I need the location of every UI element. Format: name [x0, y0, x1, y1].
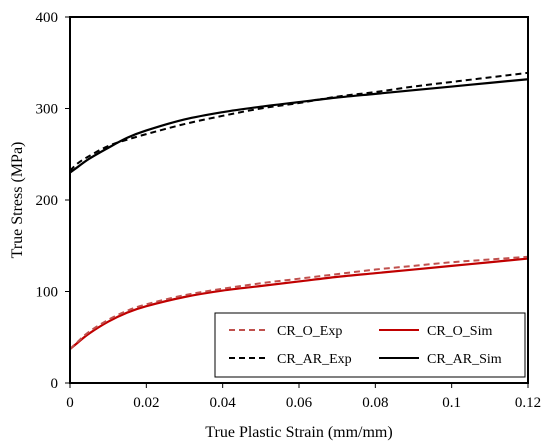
y-tick-label: 300: [36, 102, 59, 118]
series-layer: [69, 71, 529, 350]
y-axis: 0 100 200 300 400: [36, 10, 70, 392]
x-tick-label: 0.1: [442, 395, 461, 411]
series-line-cr-ar-sim: [69, 78, 529, 174]
x-tick-label: 0.04: [210, 395, 237, 411]
series-line-cr-o-sim: [69, 257, 529, 350]
legend-label-cr-ar-exp: CR_AR_Exp: [277, 352, 352, 367]
legend-label-cr-ar-sim: CR_AR_Sim: [427, 352, 502, 367]
x-tick-label: 0.12: [515, 395, 541, 411]
y-tick-label: 200: [36, 193, 59, 209]
y-axis-title: True Stress (MPa): [9, 142, 26, 259]
plot-area: [69, 71, 529, 350]
x-tick-label: 0.02: [133, 395, 159, 411]
legend-label-cr-o-exp: CR_O_Exp: [277, 324, 342, 339]
legend-label-cr-o-sim: CR_O_Sim: [427, 324, 492, 339]
y-tick-label: 400: [36, 10, 59, 26]
y-tick-label: 100: [36, 285, 59, 301]
x-tick-label: 0.08: [362, 395, 388, 411]
legend: CR_O_Exp CR_O_Sim CR_AR_Exp CR_AR_Sim: [214, 312, 526, 378]
series-line-cr-ar-exp: [69, 71, 529, 172]
x-tick-label: 0.06: [286, 395, 313, 411]
x-axis-title: True Plastic Strain (mm/mm): [205, 424, 392, 441]
x-axis: 0 0.02 0.04 0.06 0.08 0.1 0.12: [66, 383, 541, 411]
y-tick-label: 0: [51, 376, 59, 392]
legend-box: [214, 312, 526, 378]
x-tick-label: 0: [66, 395, 74, 411]
